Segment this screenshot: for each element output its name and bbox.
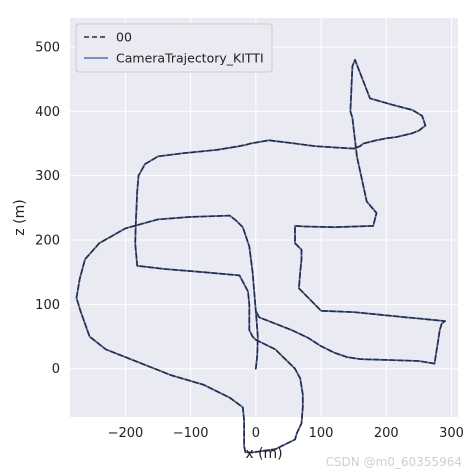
y-tick-label: 200 [35, 234, 60, 249]
y-tick-label: 400 [35, 105, 60, 120]
x-tick-label: −100 [173, 426, 209, 441]
x-tick-label: 100 [309, 426, 334, 441]
x-tick-label: 300 [439, 426, 464, 441]
x-tick-label: 0 [252, 426, 260, 441]
x-tick-label: −200 [108, 426, 144, 441]
y-axis-label: z (m) [12, 199, 28, 235]
x-axis-label: x (m) [245, 446, 282, 462]
legend: 00 CameraTrajectory_KITTI [75, 23, 273, 73]
y-tick-label: 100 [35, 298, 60, 313]
x-axis-ticks: −200 −100 0 100 200 300 [108, 426, 464, 441]
y-tick-label: 500 [35, 40, 60, 55]
x-tick-label: 200 [374, 426, 399, 441]
plot-area [70, 18, 458, 417]
legend-label-camera-trajectory: CameraTrajectory_KITTI [116, 51, 264, 66]
series-layer [75, 58, 446, 454]
legend-label-00: 00 [116, 30, 132, 45]
y-tick-label: 0 [52, 362, 60, 377]
y-tick-label: 300 [35, 169, 60, 184]
y-axis-ticks: 0 100 200 300 400 500 [35, 40, 60, 377]
legend-box [75, 23, 273, 73]
watermark: CSDN @m0_60355964 [325, 455, 462, 469]
series-00-line [75, 58, 446, 454]
